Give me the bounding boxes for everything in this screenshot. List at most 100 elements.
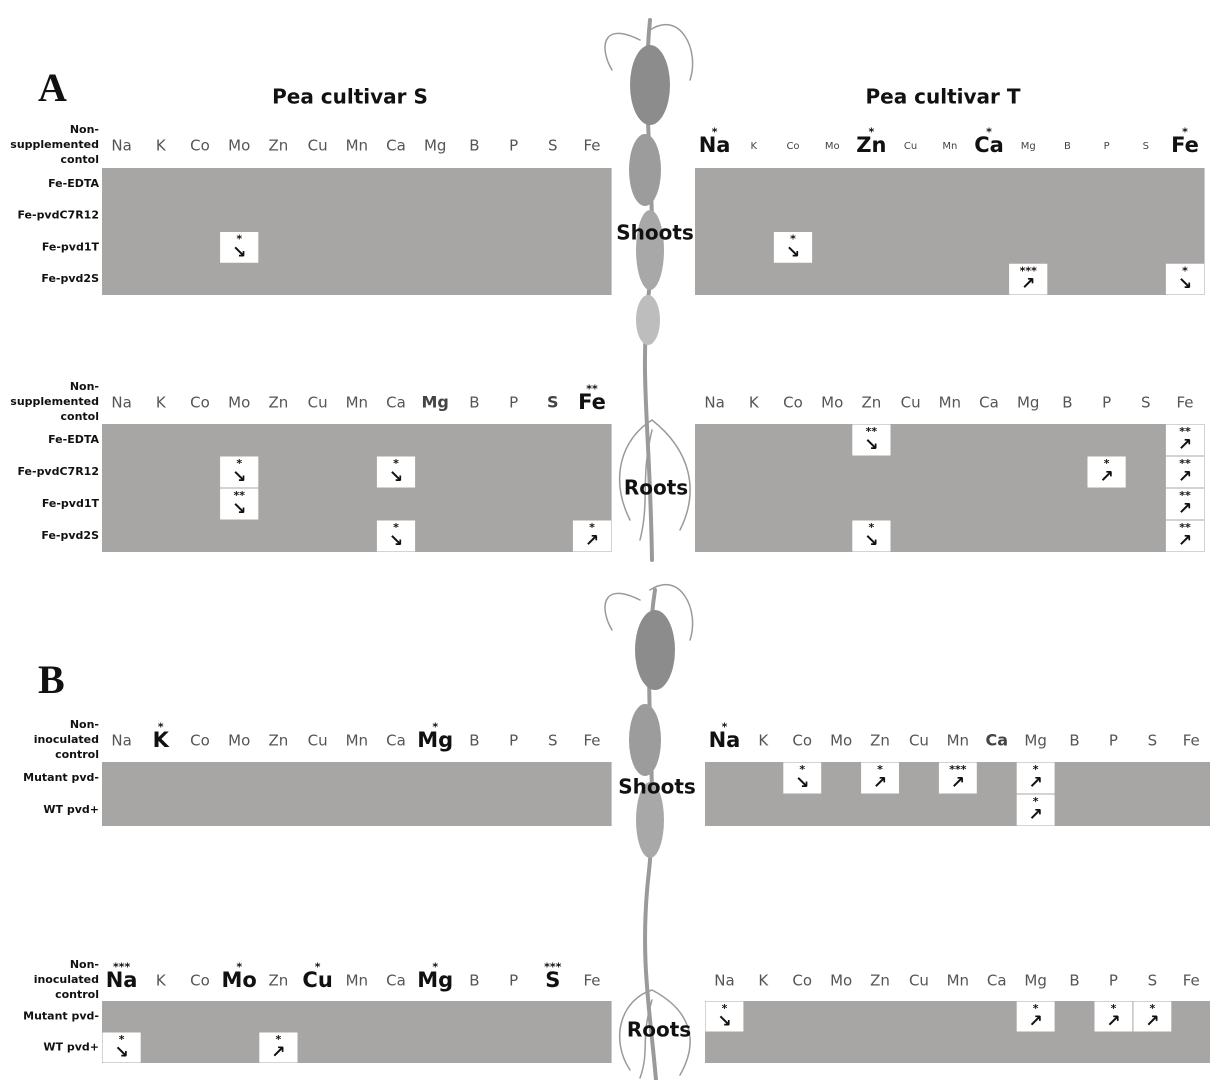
- significance-stars: *: [1033, 763, 1039, 776]
- changed-cell: [1165, 424, 1205, 456]
- significance-stars: *: [158, 720, 164, 733]
- significance-stars: *: [722, 1002, 728, 1015]
- element-label: B: [469, 137, 479, 155]
- control-label: Non-: [70, 123, 99, 136]
- element-label: Cu: [302, 968, 332, 992]
- changed-cell: [376, 520, 416, 552]
- trend-arrow: ↗: [585, 531, 599, 551]
- trend-arrow: ↗: [951, 773, 965, 793]
- changed-cell: [220, 488, 259, 520]
- row-label: Fe-pvd2S: [41, 529, 99, 542]
- significance-stars: **: [1179, 489, 1191, 502]
- element-label: Mg: [417, 728, 453, 752]
- element-label: Mg: [1017, 394, 1039, 412]
- cultivar-title: Pea cultivar S: [272, 85, 428, 109]
- changed-cell: [852, 424, 891, 456]
- element-label: P: [509, 972, 518, 990]
- element-label: Cu: [909, 972, 929, 990]
- element-label: K: [156, 137, 167, 155]
- row-label: WT pvd+: [43, 1041, 99, 1054]
- changed-cell: [1165, 520, 1205, 552]
- plant-illustration: [604, 18, 694, 1080]
- element-label: Ca: [974, 133, 1004, 157]
- element-label: Mg: [417, 968, 453, 992]
- element-label: Co: [792, 972, 812, 990]
- element-label: Co: [190, 732, 210, 750]
- element-label: K: [156, 972, 167, 990]
- element-label: Co: [783, 394, 803, 412]
- element-label: Na: [714, 972, 734, 990]
- organ-label: Shoots: [618, 775, 696, 799]
- significance-stars: *: [393, 457, 399, 470]
- trend-arrow: ↗: [1029, 805, 1043, 825]
- trend-arrow: ↘: [864, 435, 878, 455]
- control-label: inoculated: [34, 973, 99, 986]
- significance-stars: **: [1179, 425, 1191, 438]
- significance-stars: *: [1111, 1002, 1117, 1015]
- element-label: P: [1104, 141, 1110, 152]
- element-label: P: [509, 394, 518, 412]
- element-label: Mn: [346, 137, 368, 155]
- element-label: Mo: [228, 732, 250, 750]
- significance-stars: *: [712, 125, 718, 138]
- changed-cell: [376, 456, 416, 488]
- grid-background: [695, 424, 1205, 552]
- row-label: Fe-EDTA: [48, 177, 99, 190]
- control-label: Non-: [70, 958, 99, 971]
- trend-arrow: ↗: [271, 1043, 285, 1063]
- element-label: Mo: [830, 732, 852, 750]
- element-label: B: [1069, 972, 1079, 990]
- changed-cell: [220, 456, 259, 488]
- trend-arrow: ↘: [864, 531, 878, 551]
- element-label: Fe: [578, 390, 606, 414]
- significance-stars: **: [866, 425, 878, 438]
- element-label: S: [547, 393, 559, 412]
- significance-stars: *: [315, 960, 321, 973]
- element-label: S: [548, 137, 558, 155]
- significance-stars: *: [236, 457, 242, 470]
- element-label: Cu: [904, 141, 917, 152]
- element-label: Cu: [901, 394, 921, 412]
- changed-cell: [1009, 263, 1048, 295]
- significance-stars: *: [869, 521, 875, 534]
- element-label: Mo: [228, 394, 250, 412]
- element-label: Mn: [346, 394, 368, 412]
- changed-cell: [1165, 263, 1205, 295]
- element-label: Fe: [1171, 133, 1199, 157]
- element-label: Zn: [870, 732, 890, 750]
- changed-cell: [1087, 456, 1126, 488]
- significance-stars: **: [1179, 457, 1191, 470]
- panel-letter: B: [38, 657, 65, 702]
- significance-stars: *: [799, 763, 805, 776]
- changed-cell: [1016, 762, 1055, 794]
- significance-stars: ***: [1020, 264, 1038, 277]
- element-label: S: [1141, 394, 1151, 412]
- cultivar-title: Pea cultivar T: [865, 85, 1020, 109]
- element-label: B: [1069, 732, 1079, 750]
- control-label: Non-: [70, 718, 99, 731]
- row-label: WT pvd+: [43, 803, 99, 816]
- significance-stars: ***: [949, 763, 967, 776]
- panel-letter: A: [38, 65, 67, 110]
- element-label: Ca: [987, 972, 1007, 990]
- control-label: Non-: [70, 380, 99, 393]
- element-label: Co: [792, 732, 812, 750]
- changed-cell: [1165, 488, 1205, 520]
- element-label: Zn: [870, 972, 890, 990]
- changed-cell: [852, 520, 891, 552]
- changed-cell: [1016, 794, 1055, 826]
- element-label: Mn: [947, 972, 969, 990]
- element-label: Cu: [308, 137, 328, 155]
- element-label: Co: [190, 972, 210, 990]
- trend-arrow: ↘: [795, 773, 809, 793]
- element-label: Mg: [1024, 732, 1046, 750]
- trend-arrow: ↗: [1178, 435, 1192, 455]
- element-label: Mo: [830, 972, 852, 990]
- element-label: Ca: [386, 732, 406, 750]
- row-label: Fe-pvd1T: [42, 240, 100, 253]
- significance-stars: *: [722, 720, 728, 733]
- element-label: Zn: [269, 137, 289, 155]
- significance-stars: *: [1149, 1002, 1155, 1015]
- changed-cell: [259, 1032, 298, 1063]
